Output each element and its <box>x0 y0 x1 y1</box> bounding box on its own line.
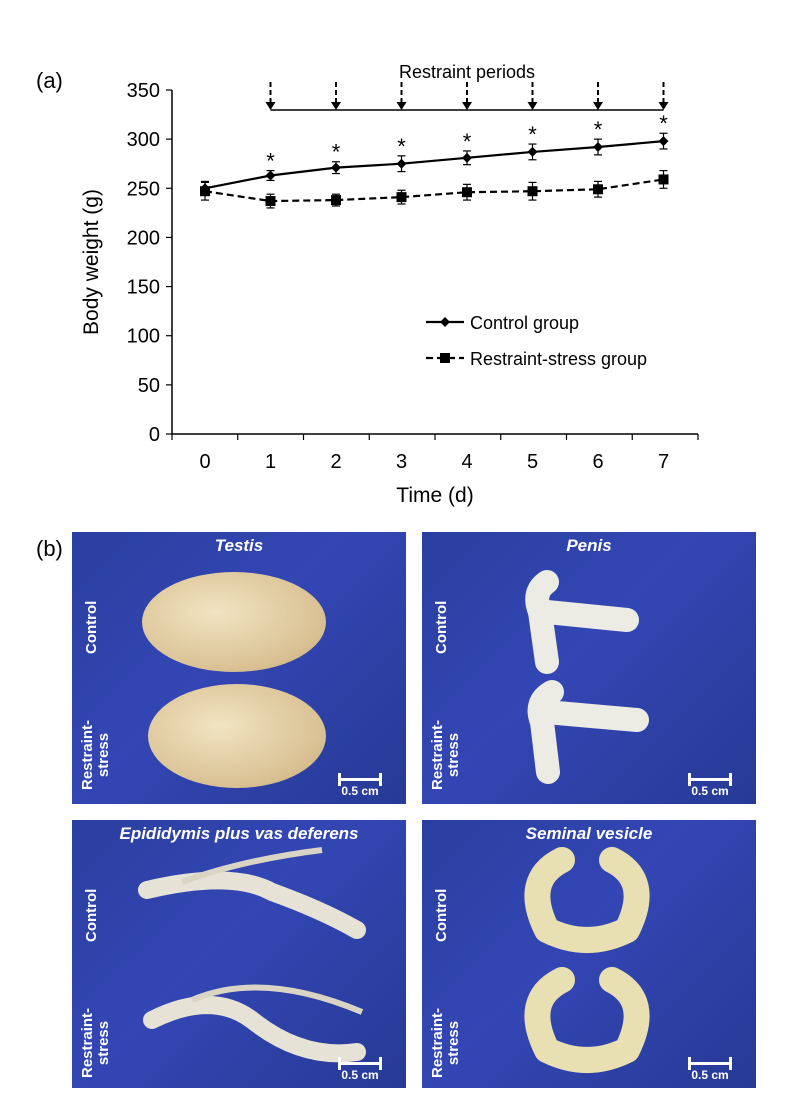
penis-specimens <box>525 570 649 784</box>
restraint-arrowhead <box>527 102 538 110</box>
data-point-restraint-stress <box>462 187 472 198</box>
restraint-stress-label: Restraint- stress <box>79 719 112 790</box>
data-point-control <box>265 170 276 181</box>
restraint-periods-label: Restraint periods <box>399 62 535 82</box>
restraint-arrowhead <box>265 102 276 110</box>
data-point-control <box>658 136 669 147</box>
y-tick-label: 100 <box>127 326 160 348</box>
restraint-arrowhead <box>593 102 603 110</box>
panel-a-label: (a) <box>36 68 63 93</box>
scale-bar: 0.5 cm <box>332 773 388 798</box>
legend-label-restraint: Restraint-stress group <box>470 349 647 369</box>
y-tick-label: 200 <box>127 227 160 249</box>
data-point-restraint-stress <box>593 184 603 195</box>
data-point-restraint-stress <box>396 192 407 203</box>
significance-star: * <box>332 140 341 165</box>
significance-star: * <box>266 149 275 174</box>
x-tick-label: 2 <box>330 451 341 473</box>
x-tick-label: 5 <box>527 451 538 473</box>
restraint-arrowhead <box>462 102 472 110</box>
x-tick-label: 6 <box>592 451 603 473</box>
body-weight-chart: 0 50 100 150 200 250 300 350 0 1 2 3 4 5 6 7 Time (d) Bod… <box>80 62 699 507</box>
photo-title: Penis <box>566 536 612 555</box>
data-point-control <box>527 146 538 157</box>
restraint-testis <box>148 684 326 788</box>
significance-star: * <box>463 129 472 154</box>
data-point-control <box>593 142 603 153</box>
x-axis-label: Time (d) <box>396 484 473 507</box>
penis-photo: Penis Control Restraint- stress 0.5 cm <box>422 532 756 804</box>
data-point-control <box>331 162 341 173</box>
restraint-arrowhead <box>331 102 341 110</box>
data-point-restraint-stress <box>200 186 210 197</box>
restraint-arrowhead <box>658 102 669 110</box>
scale-bar: 0.5 cm <box>332 1057 388 1082</box>
restraint-arrowhead <box>396 102 407 110</box>
control-label: Control <box>83 600 100 654</box>
legend-label-control: Control group <box>470 313 579 333</box>
legend-marker-restraint <box>440 353 450 363</box>
seminal-vesicle-photo: Seminal vesicle Control Restraint- stres… <box>422 820 756 1088</box>
epididymis-photo: Epididymis plus vas deferens Control Res… <box>72 820 406 1088</box>
data-point-control <box>462 152 472 163</box>
photo-title: Testis <box>214 536 264 555</box>
x-tick-label: 3 <box>396 451 407 473</box>
seminal-vesicle-specimens <box>524 847 650 1073</box>
x-tick-label: 1 <box>265 451 276 473</box>
scale-bar: 0.5 cm <box>682 1057 738 1082</box>
control-testis <box>142 572 326 672</box>
x-tick-label: 7 <box>658 451 669 473</box>
y-tick-label: 50 <box>138 375 160 397</box>
legend-marker-control <box>440 317 450 327</box>
data-point-restraint-stress <box>527 186 538 197</box>
y-tick-label: 350 <box>127 80 160 102</box>
significance-star: * <box>528 122 537 147</box>
data-point-control <box>396 158 407 169</box>
data-point-restraint-stress <box>265 196 276 207</box>
data-point-restraint-stress <box>658 174 669 185</box>
y-tick-label: 0 <box>149 424 160 446</box>
photo-title: Seminal vesicle <box>525 824 653 843</box>
significance-star: * <box>659 111 668 136</box>
x-tick-label: 0 <box>199 451 210 473</box>
epididymis-specimens <box>138 847 366 1063</box>
y-axis-label: Body weight (g) <box>80 189 103 335</box>
x-tick-label: 4 <box>461 451 472 473</box>
data-point-restraint-stress <box>331 195 341 206</box>
panel-b-label: (b) <box>36 536 63 561</box>
photo-title: Epididymis plus vas deferens <box>119 824 359 843</box>
significance-star: * <box>594 117 603 142</box>
y-tick-label: 150 <box>127 277 160 299</box>
testis-photo: Testis Control Restraint- stress 0.5 cm <box>72 532 406 804</box>
series-line-control <box>204 140 664 190</box>
significance-star: * <box>397 134 406 159</box>
y-tick-label: 300 <box>127 129 160 151</box>
scale-bar: 0.5 cm <box>682 773 738 798</box>
series-line-restraint-stress <box>204 178 664 203</box>
y-tick-label: 250 <box>127 178 160 200</box>
